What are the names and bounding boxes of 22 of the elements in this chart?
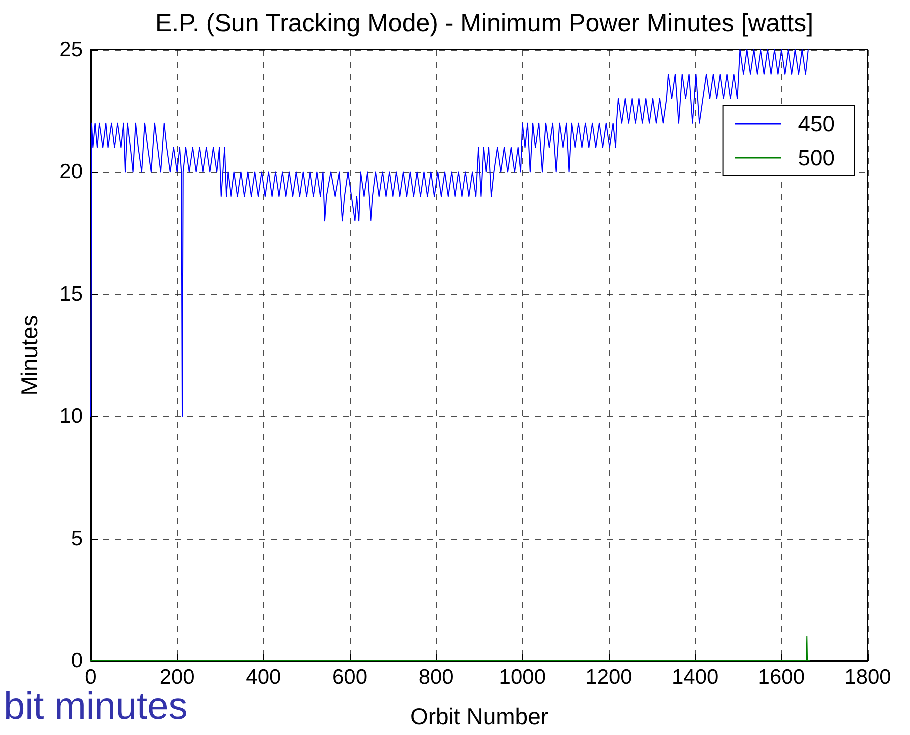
- x-tick-label: 400: [246, 666, 282, 689]
- x-tick-label: 1200: [586, 666, 632, 689]
- x-tick-label: 200: [160, 666, 195, 689]
- x-tick-label: 1000: [499, 666, 546, 689]
- x-tick-label: 1600: [758, 666, 806, 689]
- x-tick-label: 800: [418, 666, 454, 689]
- y-tick-label: 25: [60, 38, 83, 62]
- x-tick-label: 0: [85, 666, 97, 689]
- chart-title: E.P. (Sun Tracking Mode) - Minimum Power Minutes [watts]: [155, 10, 814, 38]
- x-tick-label: 1400: [672, 666, 719, 689]
- legend-label: 500: [798, 146, 836, 170]
- y-tick-label: 20: [60, 160, 83, 184]
- y-tick-label: 15: [60, 282, 83, 306]
- x-axis-title: Orbit Number: [410, 704, 549, 730]
- x-tick-label: 1800: [844, 666, 892, 689]
- y-tick-label: 0: [71, 650, 83, 672]
- y-tick-label: 5: [71, 527, 83, 550]
- y-tick-label: 10: [60, 405, 83, 428]
- y-axis-title: Minutes: [16, 315, 42, 396]
- legend-label: 450: [798, 112, 836, 136]
- x-tick-label: 600: [332, 666, 368, 689]
- text: bit minutes: [4, 686, 188, 728]
